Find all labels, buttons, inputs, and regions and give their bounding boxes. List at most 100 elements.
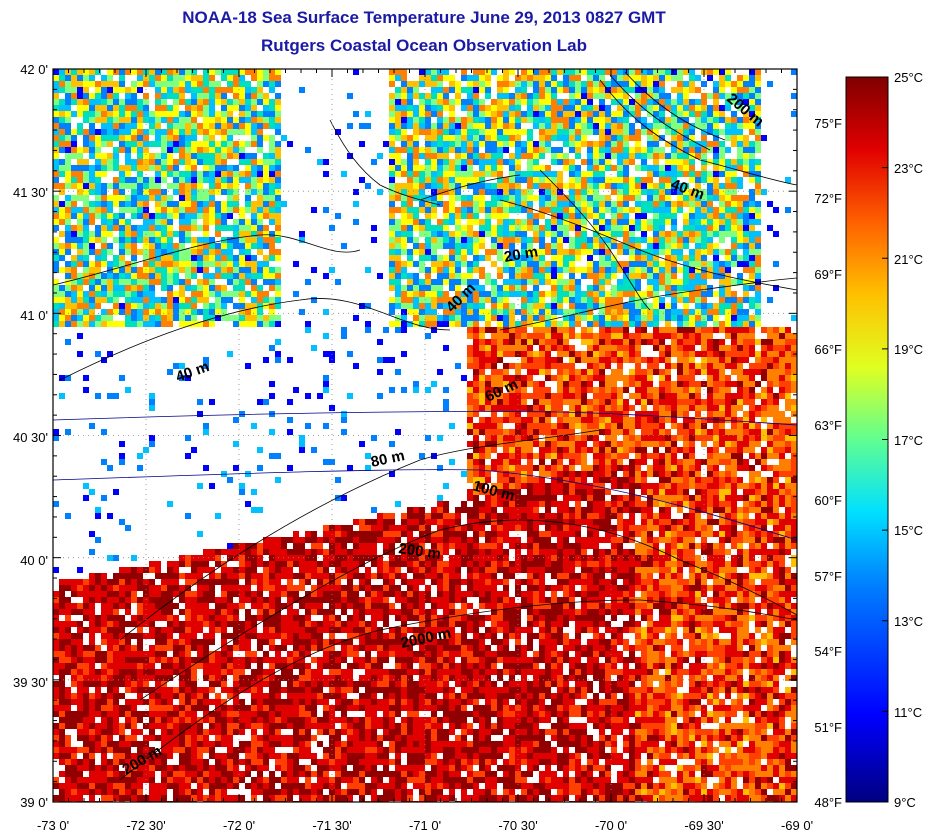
sst-pixel	[131, 291, 137, 297]
sst-pixel	[515, 93, 521, 99]
sst-pixel	[611, 243, 617, 249]
sst-pixel	[653, 213, 659, 219]
sst-pixel	[659, 381, 665, 387]
sst-pixel	[455, 303, 461, 309]
sst-pixel	[533, 393, 539, 399]
sst-pixel	[713, 171, 719, 177]
sst-pixel	[641, 369, 647, 375]
sst-pixel	[83, 321, 89, 327]
sst-pixel	[497, 231, 503, 237]
sst-pixel	[473, 243, 479, 249]
sst-pixel	[449, 129, 455, 135]
sst-pixel	[599, 159, 605, 165]
sst-pixel	[629, 267, 635, 273]
sst-pixel	[683, 429, 689, 435]
sst-pixel	[131, 177, 137, 183]
sst-pixel	[125, 303, 131, 309]
sst-pixel	[533, 171, 539, 177]
sst-pixel	[509, 195, 515, 201]
sst-pixel	[149, 189, 155, 195]
sst-pixel	[557, 417, 563, 423]
sst-pixel	[527, 441, 533, 447]
sst-pixel	[593, 273, 599, 279]
sst-pixel	[659, 393, 665, 399]
sst-pixel	[473, 75, 479, 81]
sst-pixel	[437, 231, 443, 237]
sst-pixel	[437, 243, 443, 249]
sst-pixel	[791, 369, 797, 375]
sst-pixel	[545, 267, 551, 273]
sst-pixel	[173, 291, 179, 297]
sst-pixel	[233, 231, 239, 237]
sst-pixel	[605, 105, 611, 111]
sst-pixel	[239, 279, 245, 285]
sst-pixel	[695, 237, 701, 243]
sst-pixel	[389, 219, 395, 225]
sst-pixel	[569, 177, 575, 183]
sst-pixel	[59, 75, 65, 81]
sst-pixel	[203, 75, 209, 81]
sst-pixel	[131, 255, 137, 261]
sst-pixel	[215, 309, 221, 315]
sst-pixel	[239, 153, 245, 159]
sst-pixel	[557, 381, 563, 387]
sst-pixel	[587, 267, 593, 273]
sst-pixel	[503, 135, 509, 141]
sst-pixel	[59, 231, 65, 237]
sst-pixel	[761, 357, 767, 363]
sst-pixel	[551, 93, 557, 99]
sst-pixel	[497, 153, 503, 159]
sst-pixel	[449, 267, 455, 273]
sst-pixel	[197, 261, 203, 267]
sst-pixel	[149, 399, 155, 405]
sst-pixel	[473, 141, 479, 147]
sst-pixel	[623, 99, 629, 105]
sst-pixel	[203, 429, 209, 435]
sst-pixel	[659, 417, 665, 423]
sst-pixel	[767, 333, 773, 339]
sst-pixel	[521, 351, 527, 357]
sst-pixel	[701, 273, 707, 279]
sst-pixel	[221, 309, 227, 315]
sst-pixel	[563, 141, 569, 147]
sst-pixel	[617, 405, 623, 411]
sst-pixel	[569, 183, 575, 189]
sst-pixel	[179, 237, 185, 243]
sst-pixel	[461, 153, 467, 159]
sst-pixel	[371, 159, 377, 165]
sst-pixel	[695, 195, 701, 201]
sst-pixel	[497, 177, 503, 183]
sst-pixel	[83, 81, 89, 87]
sst-pixel	[431, 303, 437, 309]
sst-pixel	[551, 261, 557, 267]
sst-pixel	[665, 333, 671, 339]
sst-pixel	[479, 123, 485, 129]
sst-pixel	[65, 213, 71, 219]
sst-pixel	[629, 87, 635, 93]
sst-pixel	[533, 99, 539, 105]
sst-pixel	[257, 165, 263, 171]
sst-pixel	[653, 243, 659, 249]
sst-pixel	[125, 87, 131, 93]
sst-pixel	[755, 177, 761, 183]
sst-pixel	[179, 93, 185, 99]
sst-pixel	[713, 411, 719, 417]
sst-pixel	[245, 171, 251, 177]
sst-pixel	[467, 297, 473, 303]
sst-pixel	[533, 81, 539, 87]
sst-pixel	[581, 177, 587, 183]
sst-pixel	[749, 129, 755, 135]
sst-pixel	[161, 201, 167, 207]
sst-pixel	[749, 387, 755, 393]
sst-pixel	[401, 243, 407, 249]
sst-pixel	[395, 99, 401, 105]
sst-pixel	[263, 123, 269, 129]
sst-pixel	[425, 171, 431, 177]
sst-pixel	[185, 303, 191, 309]
sst-pixel	[557, 393, 563, 399]
sst-pixel	[665, 201, 671, 207]
sst-pixel	[731, 249, 737, 255]
sst-pixel	[635, 375, 641, 381]
sst-pixel	[707, 429, 713, 435]
sst-pixel	[695, 369, 701, 375]
